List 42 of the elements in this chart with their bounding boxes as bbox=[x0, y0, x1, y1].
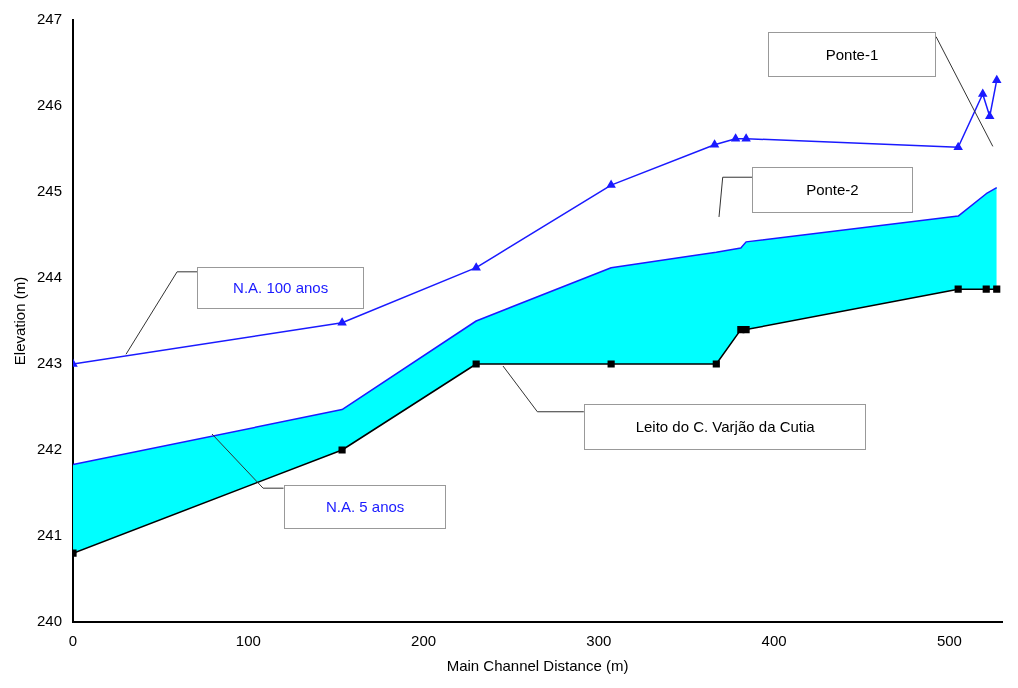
y-tick-label: 247 bbox=[37, 10, 63, 28]
point bbox=[337, 317, 347, 326]
x-axis-title: Main Channel Distance (m) bbox=[446, 657, 629, 675]
y-tick-label: 242 bbox=[37, 440, 63, 458]
point bbox=[985, 111, 994, 120]
point bbox=[953, 142, 963, 151]
y-tick-label: 240 bbox=[37, 612, 63, 630]
point bbox=[978, 89, 987, 97]
point bbox=[471, 262, 481, 271]
x-tick-label: 500 bbox=[936, 632, 962, 650]
point bbox=[607, 360, 615, 368]
y-axis-title: Elevation (m) bbox=[11, 276, 29, 366]
y-tick-label: 246 bbox=[37, 96, 63, 114]
y-tick-label: 243 bbox=[37, 354, 63, 372]
callout: Ponte-1 bbox=[767, 32, 993, 147]
point bbox=[954, 285, 962, 293]
point bbox=[338, 446, 346, 454]
x-tick-label: 100 bbox=[235, 632, 261, 650]
callout: N.A. 5 anos bbox=[212, 434, 447, 529]
point bbox=[606, 180, 616, 188]
point bbox=[982, 285, 990, 293]
series-label: N.A. 100 anos bbox=[233, 279, 329, 297]
x-tick-label: 300 bbox=[586, 632, 612, 650]
callout: Ponte-2 bbox=[718, 166, 913, 217]
point bbox=[742, 326, 750, 334]
callout: N.A. 100 anos bbox=[125, 266, 364, 355]
point bbox=[712, 360, 720, 368]
y-tick-label: 244 bbox=[37, 268, 63, 286]
x-tick-label: 400 bbox=[761, 632, 787, 650]
annotation: Ponte-1 bbox=[825, 46, 879, 64]
point bbox=[992, 75, 1001, 83]
callout: Leito do C. Varjão da Cutia bbox=[503, 366, 867, 450]
y-tick-label: 245 bbox=[37, 182, 63, 200]
point bbox=[710, 139, 719, 148]
point bbox=[472, 360, 480, 368]
point bbox=[993, 285, 1001, 293]
annotation: Ponte-2 bbox=[806, 181, 859, 199]
x-tick-label: 200 bbox=[411, 632, 437, 650]
point bbox=[731, 133, 740, 142]
y-tick-label: 241 bbox=[37, 526, 63, 544]
point bbox=[741, 133, 751, 142]
x-tick-label: 0 bbox=[68, 632, 78, 650]
